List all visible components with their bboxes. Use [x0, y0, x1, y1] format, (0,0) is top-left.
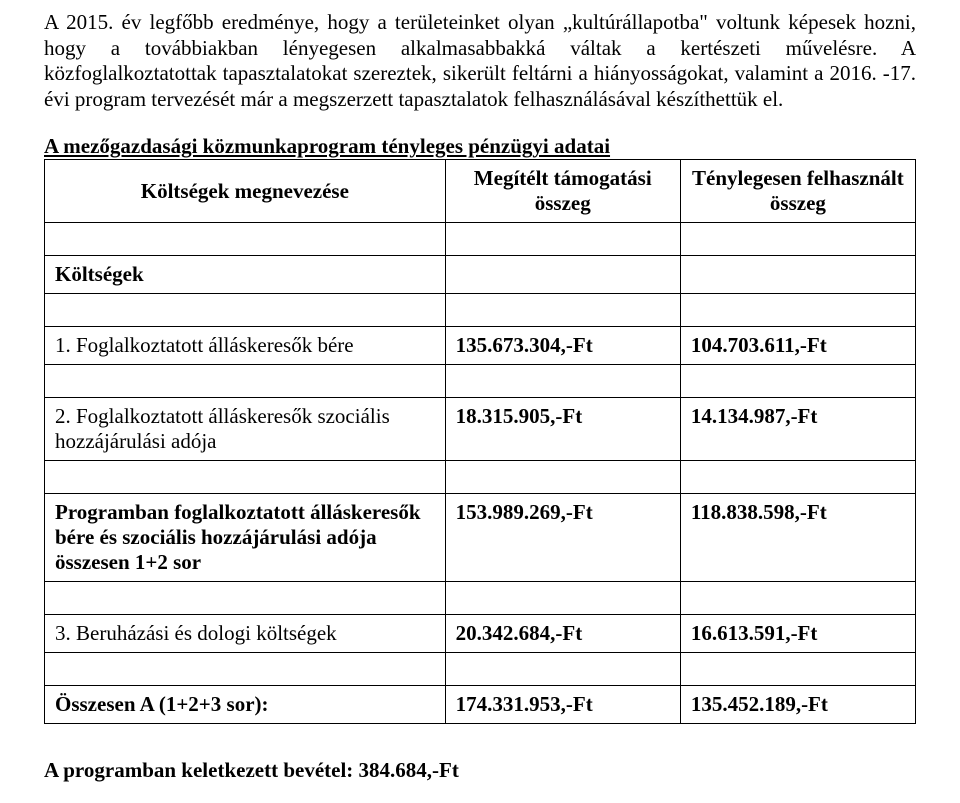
- row-label: 2. Foglalkoztatott álláskeresők szociáli…: [45, 398, 446, 461]
- table-row: Programban foglalkoztatott álláskeresők …: [45, 494, 916, 582]
- blank-cell: [445, 256, 680, 294]
- table-row: 2. Foglalkoztatott álláskeresők szociáli…: [45, 398, 916, 461]
- row-value-actual: 16.613.591,-Ft: [680, 615, 915, 653]
- row-value-actual: 135.452.189,-Ft: [680, 686, 915, 724]
- row-value-approved: 20.342.684,-Ft: [445, 615, 680, 653]
- row-value-approved: 153.989.269,-Ft: [445, 494, 680, 582]
- row-value-actual: 104.703.611,-Ft: [680, 327, 915, 365]
- row-value-approved: 174.331.953,-Ft: [445, 686, 680, 724]
- table-spacer-row: [45, 294, 916, 327]
- table-section-row: Költségek: [45, 256, 916, 294]
- table-header-row: Költségek megnevezése Megítélt támogatás…: [45, 160, 916, 223]
- row-value-actual: 118.838.598,-Ft: [680, 494, 915, 582]
- intro-paragraph: A 2015. év legfőbb eredménye, hogy a ter…: [44, 10, 916, 112]
- header-col-1: Költségek megnevezése: [45, 160, 446, 223]
- table-row: Összesen A (1+2+3 sor): 174.331.953,-Ft …: [45, 686, 916, 724]
- document-page: A 2015. év legfőbb eredménye, hogy a ter…: [0, 0, 960, 803]
- table-spacer-row: [45, 582, 916, 615]
- header-col-2: Megítélt támogatási összeg: [445, 160, 680, 223]
- footer-revenue: A programban keletkezett bevétel: 384.68…: [44, 758, 916, 783]
- table-row: 3. Beruházási és dologi költségek 20.342…: [45, 615, 916, 653]
- header-col-3: Ténylegesen felhasznált összeg: [680, 160, 915, 223]
- row-label: 3. Beruházási és dologi költségek: [45, 615, 446, 653]
- row-value-approved: 18.315.905,-Ft: [445, 398, 680, 461]
- row-value-approved: 135.673.304,-Ft: [445, 327, 680, 365]
- table-spacer-row: [45, 365, 916, 398]
- table-spacer-row: [45, 223, 916, 256]
- row-label: Programban foglalkoztatott álláskeresők …: [45, 494, 446, 582]
- section-label: Költségek: [45, 256, 446, 294]
- row-label: Összesen A (1+2+3 sor):: [45, 686, 446, 724]
- financial-table: Költségek megnevezése Megítélt támogatás…: [44, 159, 916, 724]
- row-label: 1. Foglalkoztatott álláskeresők bére: [45, 327, 446, 365]
- table-spacer-row: [45, 461, 916, 494]
- table-row: 1. Foglalkoztatott álláskeresők bére 135…: [45, 327, 916, 365]
- row-value-actual: 14.134.987,-Ft: [680, 398, 915, 461]
- table-spacer-row: [45, 653, 916, 686]
- section-heading: A mezőgazdasági közmunkaprogram ténylege…: [44, 134, 916, 159]
- blank-cell: [680, 256, 915, 294]
